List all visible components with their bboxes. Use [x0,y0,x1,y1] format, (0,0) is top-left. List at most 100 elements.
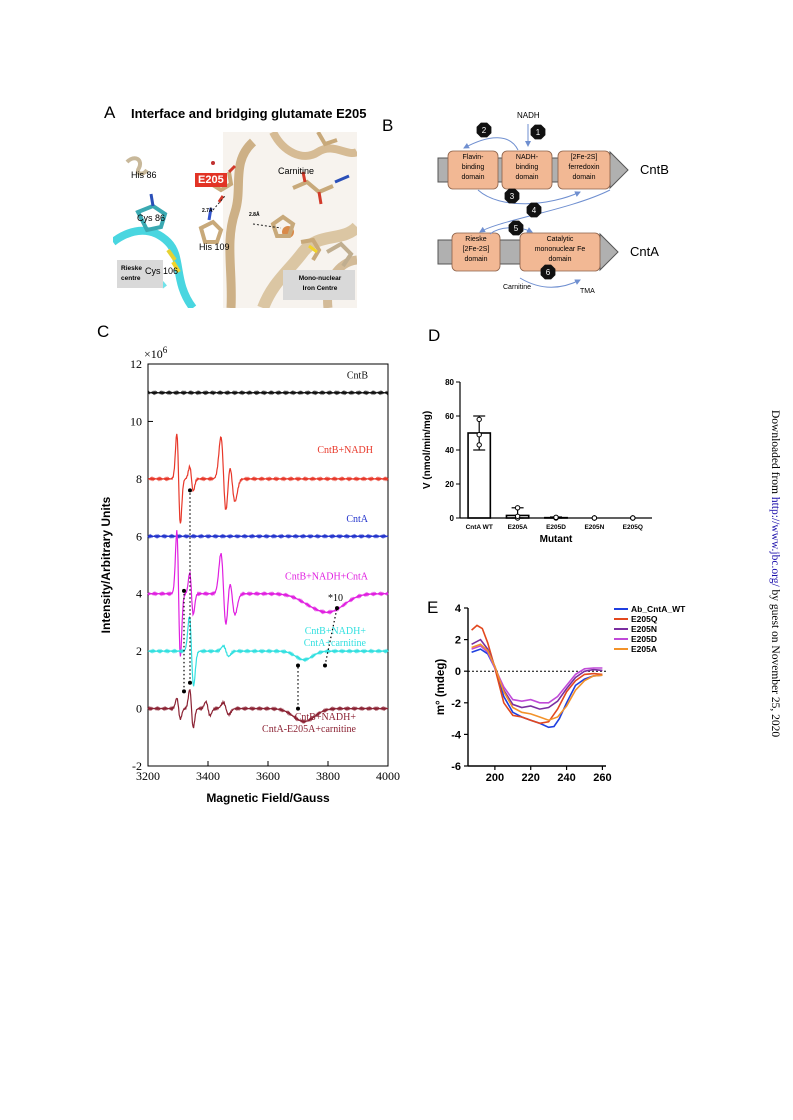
ferredoxin-domain-label: [2Fe-2S] ferredoxin domain [568,154,600,181]
cd-spectra-chart: -6-4-2024200220240260Wavelength [nm]m° (… [435,603,686,782]
mononuclear-centre-label: Mono-nuclear Iron Centre [298,275,342,292]
epr-ytick-label: 8 [136,472,142,486]
carnitine-label: Carnitine [278,166,315,176]
cd-legend-label: E205A [631,644,657,654]
cd-ytick-label: -6 [451,761,461,773]
activity-xlabel: Mutant [540,534,573,545]
activity-data-point [553,514,559,521]
epr-xtick-label: 3200 [136,769,160,783]
cys86-label: Cys 86 [137,213,166,223]
epr-ylabel: Intensity/Arbitrary Units [99,496,113,633]
panel-b-label: B [382,116,394,135]
epr-xtick-label: 3800 [316,769,340,783]
cd-ytick-label: -2 [451,698,461,710]
cd-ylabel: m° (mdeg) [435,659,447,716]
e205-label: E205 [195,173,227,187]
flavin-domain-box [447,150,499,190]
epr-arrow-head [188,488,192,493]
epr-series-label: CntB+NADH [317,445,373,456]
step-6-number: 6 [546,268,551,277]
cd-xtick-label: 240 [557,772,575,782]
cntb-gene-label: CntB [640,162,669,177]
rieske-domain-label: Rieske [2Fe-2S] domain [462,236,490,263]
catalytic-domain-label: Catalytic mononuclear Fe domain [534,236,586,263]
activity-ytick-label: 60 [445,412,454,421]
activity-category-label: CntA WT [466,524,493,531]
activity-data-point [591,515,598,521]
step-4-badge [526,202,542,218]
epr-series-line [147,433,389,524]
epr-series-line [147,530,389,657]
distance-label-1: 2.7Å [202,208,213,214]
watermark-prefix: Downloaded from [769,410,781,497]
step-2-badge [476,122,492,138]
epr-ytick-label: 0 [136,702,142,716]
activity-ytick-label: 20 [445,480,454,489]
domain-diagram: 1 2 3 4 5 6 [437,122,629,288]
distance-label-2: 2.8Å [249,212,260,218]
epr-ytick-label: 2 [136,644,142,658]
activity-bar-chart: 0 20 40 60 80 CntA WT E205A E205D E205N E205Q Muta… [422,378,652,545]
epr-arrow-head [323,663,327,668]
activity-data-point [514,513,521,520]
epr-arrow-head [296,663,300,668]
activity-category-label: E205A [508,524,528,531]
cnta-gene-label: CntA [630,244,659,259]
ferredoxin-domain-box [557,150,611,190]
epr-series-line [147,390,389,396]
cd-xtick-label: 260 [593,772,611,782]
activity-data-point [476,431,482,438]
step-5-badge [508,220,524,236]
cd-series-line [471,643,603,722]
cd-series-line [471,638,603,710]
cd-legend-label: E205N [631,624,657,634]
step-2-number: 2 [482,126,487,135]
activity-data-point [630,515,636,521]
jbc-link[interactable]: http://www.jbc.org/ [769,496,781,587]
epr-ytick-label: -2 [132,759,142,773]
epr-xtick-label: 3400 [196,769,220,783]
epr-xlabel: Magnetic Field/Gauss [206,791,330,805]
epr-series-line [147,688,389,729]
activity-category-label: E205D [546,524,566,531]
flavin-domain-label: Flavin-binding domain [461,154,485,181]
his86-label: His 86 [131,170,157,180]
activity-data-point [476,442,482,448]
epr-series-label: CntA [346,514,368,525]
his109-label: His 109 [199,242,230,252]
cd-ytick-label: 0 [455,666,461,678]
nadh-text: NADH [517,111,540,120]
cd-legend-label: E205D [631,634,657,644]
rieske-domain-box [451,232,501,272]
cys106-label: Cys 106 [145,266,179,276]
step-1-badge [530,124,546,140]
step-4-number: 4 [532,206,537,215]
epr-spectra-chart: 3200 3400 3600 3800 4000 -2 0 2 4 6 8 10 12×106 Magne… [99,345,400,805]
panel-a-label: A [104,103,116,122]
epr-scale-annotation: *10 [328,593,343,604]
epr-series-line [147,533,389,539]
activity-category-label: E205N [584,524,604,531]
step-1-number: 1 [536,128,541,137]
activity-category-label: E205Q [623,524,643,531]
structure-image: E205 Carnitine His 86 Cys 86 His 109 Cys… [113,132,357,308]
epr-xtick-label: 3600 [256,769,280,783]
catalytic-domain-box [519,232,601,272]
cd-ytick-label: 2 [455,635,461,647]
step-3-number: 3 [510,192,515,201]
activity-ytick-label: 40 [445,446,454,455]
step-3-badge [504,188,520,204]
carnitine-substrate-label: Carnitine [503,284,532,291]
activity-data-point [514,505,521,511]
rieske-centre-label: Rieske centre [121,265,142,282]
cd-xtick-label: 200 [486,772,504,782]
activity-ytick-label: 0 [450,514,455,523]
epr-arrow-head [182,588,186,593]
structure-figure [113,132,357,308]
cd-series-line [471,624,603,725]
epr-series-label: CntB+NADH+CntA [285,571,369,582]
download-watermark: Downloaded from http://www.jbc.org/ by g… [768,410,782,737]
epr-multiplier: ×106 [144,345,168,361]
cd-legend-label: Ab_CntA_WT [631,604,686,614]
panel-a-title: Interface and bridging glutamate E205 [131,106,367,121]
